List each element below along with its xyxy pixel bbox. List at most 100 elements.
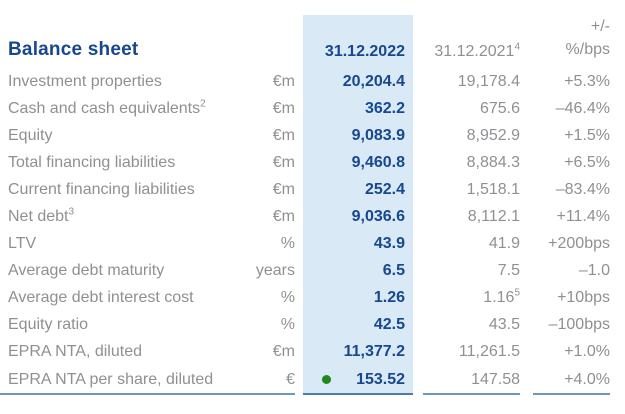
value-2021: 19,178.4 [457, 72, 520, 90]
footnote-marker: 5 [514, 287, 520, 299]
row-unit: % [280, 289, 295, 307]
table-row: Current financing liabilities €m 252.4 1… [0, 176, 625, 204]
table-header-row: Balance sheet 31.12.2022 31.12.20214 +/-… [0, 15, 625, 68]
row-value-2021: 1,518.1 [413, 181, 520, 199]
row-value-2022: 252.4 [303, 176, 413, 204]
value-2022: 153.52 [356, 370, 405, 388]
column-header-change-line2: %/bps [565, 40, 610, 58]
row-label: Current financing liabilities [8, 180, 195, 198]
row-change: +11.4% [556, 208, 610, 226]
value-2022: 20,204.4 [342, 72, 405, 90]
column-header-change: +/- %/bps [520, 15, 610, 68]
table-row: Equity ratio % 42.5 43.5 –100bps [0, 311, 625, 339]
table-bottom-rules [0, 393, 625, 396]
table-row: Average debt interest cost % 1.26 1.165 … [0, 284, 625, 312]
value-2021: 11,261.5 [458, 343, 520, 361]
value-2021: 41.9 [488, 235, 520, 253]
row-label: EPRA NTA, diluted [8, 343, 142, 361]
value-2021: 7.5 [497, 262, 520, 280]
footnote-marker: 2 [200, 98, 206, 110]
row-unit: €m [272, 126, 295, 144]
row-value-2022: 20,204.4 [303, 68, 413, 96]
table-row: LTV % 43.9 41.9 +200bps [0, 230, 625, 258]
row-change: +10bps [557, 289, 610, 307]
value-2022: 11,377.2 [343, 343, 405, 361]
row-label: Average debt maturity [8, 262, 165, 280]
row-label: Cash and cash equivalents2 [8, 98, 206, 117]
row-value-2022: 153.52 [303, 366, 413, 394]
value-2022: 43.9 [373, 235, 405, 253]
row-label: Investment properties [8, 72, 162, 90]
value-2022: 362.2 [364, 99, 405, 117]
row-value-2021: 41.9 [413, 235, 520, 253]
row-value-2021: 147.58 [413, 371, 520, 389]
row-value-2021: 675.6 [413, 100, 520, 118]
rule-change-column [533, 393, 610, 396]
row-unit: years [255, 262, 295, 280]
row-value-2022: 9,083.9 [303, 122, 413, 150]
column-header-2022-label: 31.12.2022 [324, 43, 405, 60]
row-value-2022: 11,377.2 [303, 338, 413, 367]
row-label: Total financing liabilities [8, 153, 176, 171]
value-2022: 9,036.6 [351, 208, 405, 226]
row-change: +1.0% [564, 343, 610, 361]
row-unit: % [280, 316, 295, 334]
rule-2021-column [423, 393, 520, 396]
value-2021: 1,518.1 [466, 180, 520, 198]
row-label: Average debt interest cost [8, 289, 194, 307]
row-value-2022: 9,036.6 [303, 203, 413, 231]
table-body: Investment properties €m 20,204.4 19,178… [0, 68, 625, 394]
table-title-cell: Balance sheet [0, 15, 295, 68]
page-title: Balance sheet [8, 39, 139, 60]
row-change: +4.0% [564, 370, 610, 388]
table-row: EPRA NTA per share, diluted € 153.52 147… [0, 366, 625, 394]
green-dot-icon [322, 375, 331, 385]
rule-label-column [0, 393, 295, 396]
row-value-2021: 1.165 [413, 287, 520, 307]
table-row: Investment properties €m 20,204.4 19,178… [0, 68, 625, 96]
row-label: Equity ratio [8, 316, 89, 334]
column-gap [295, 15, 303, 68]
row-change: +200bps [548, 235, 610, 253]
value-2022: 6.5 [382, 262, 405, 280]
footnote-marker: 4 [514, 41, 520, 53]
rule-2022-column [303, 393, 413, 396]
value-2022: 1.26 [373, 289, 405, 307]
row-label: Equity [8, 126, 53, 144]
table-row: EPRA NTA, diluted €m 11,377.2 11,261.5 +… [0, 338, 625, 367]
row-label: Net debt3 [8, 206, 75, 226]
value-2021: 8,952.9 [466, 126, 520, 144]
row-change: +6.5% [564, 153, 610, 171]
row-change: –83.4% [555, 180, 610, 198]
value-2021: 1.16 [483, 289, 515, 307]
row-value-2022: 43.9 [303, 230, 413, 258]
row-change: –46.4% [555, 99, 610, 117]
row-change: +5.3% [564, 72, 610, 90]
value-2021: 8,884.3 [466, 153, 520, 171]
table-row: Average debt maturity years 6.5 7.5 –1.0 [0, 257, 625, 285]
row-unit: €m [272, 180, 295, 198]
column-header-2021-label: 31.12.20214 [434, 41, 520, 60]
value-2022: 9,460.8 [351, 153, 405, 171]
value-2022: 252.4 [364, 180, 405, 198]
row-value-2021: 7.5 [413, 262, 520, 280]
row-value-2022: 1.26 [303, 284, 413, 312]
row-label: LTV [8, 235, 37, 253]
column-header-2021: 31.12.20214 [413, 15, 520, 68]
row-value-2022: 42.5 [303, 311, 413, 339]
column-header-2022: 31.12.2022 [303, 15, 413, 68]
row-value-2021: 43.5 [413, 316, 520, 334]
row-unit: €m [272, 72, 295, 90]
value-2021: 147.58 [471, 370, 520, 388]
row-unit: % [280, 235, 295, 253]
row-label: EPRA NTA per share, diluted [8, 370, 214, 388]
row-change: –100bps [548, 316, 610, 334]
row-value-2022: 9,460.8 [303, 149, 413, 177]
row-value-2021: 8,112.1 [413, 208, 520, 226]
row-unit: €m [272, 99, 295, 117]
value-2022: 9,083.9 [351, 126, 405, 144]
row-value-2021: 8,952.9 [413, 127, 520, 145]
table-row: Equity €m 9,083.9 8,952.9 +1.5% [0, 122, 625, 150]
row-unit: €m [272, 208, 295, 226]
